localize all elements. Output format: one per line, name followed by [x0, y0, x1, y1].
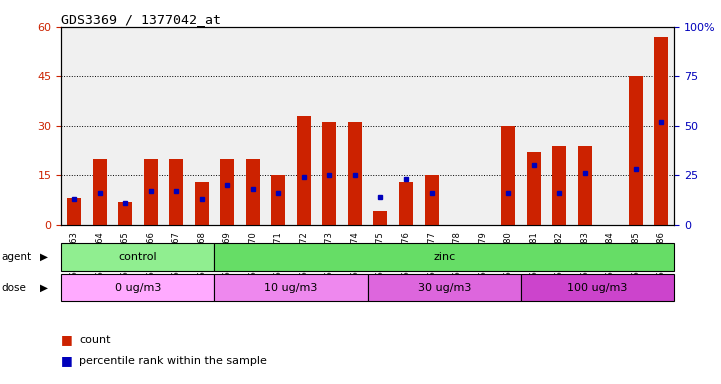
Bar	[629, 76, 643, 225]
Bar	[61, 243, 215, 271]
Text: ▶: ▶	[40, 283, 48, 293]
Text: dose: dose	[1, 283, 27, 293]
Text: control: control	[118, 252, 157, 262]
Bar	[655, 37, 668, 225]
Text: ▶: ▶	[40, 252, 48, 262]
Bar	[61, 274, 215, 301]
Text: percentile rank within the sample: percentile rank within the sample	[79, 356, 267, 366]
Text: 0 ug/m3: 0 ug/m3	[115, 283, 161, 293]
Bar	[348, 122, 362, 225]
Bar	[92, 159, 107, 225]
Text: ■: ■	[61, 333, 77, 346]
Bar	[368, 274, 521, 301]
Bar	[220, 159, 234, 225]
Bar	[399, 182, 413, 225]
Text: zinc: zinc	[433, 252, 456, 262]
Text: 30 ug/m3: 30 ug/m3	[417, 283, 471, 293]
Bar	[169, 159, 183, 225]
Bar	[143, 159, 158, 225]
Bar	[67, 198, 81, 225]
Text: ■: ■	[61, 354, 77, 367]
Bar	[118, 202, 132, 225]
Bar	[215, 274, 368, 301]
Bar	[425, 175, 438, 225]
Bar	[271, 175, 286, 225]
Text: GDS3369 / 1377042_at: GDS3369 / 1377042_at	[61, 13, 221, 26]
Bar	[373, 212, 387, 225]
Bar	[501, 126, 516, 225]
Bar	[521, 274, 674, 301]
Bar	[526, 152, 541, 225]
Text: count: count	[79, 335, 111, 345]
Bar	[246, 159, 260, 225]
Text: agent: agent	[1, 252, 32, 262]
Text: 10 ug/m3: 10 ug/m3	[265, 283, 318, 293]
Bar	[297, 116, 311, 225]
Text: 100 ug/m3: 100 ug/m3	[567, 283, 628, 293]
Bar	[322, 122, 337, 225]
Bar	[578, 146, 592, 225]
Bar	[195, 182, 209, 225]
Bar	[552, 146, 566, 225]
Bar	[215, 243, 674, 271]
